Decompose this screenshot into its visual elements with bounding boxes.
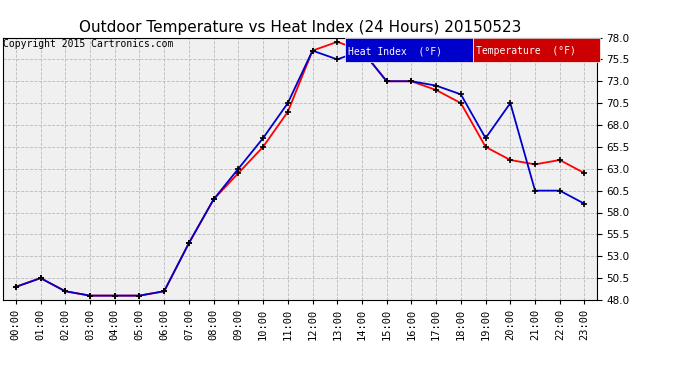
Text: Heat Index  (°F): Heat Index (°F) bbox=[348, 46, 442, 56]
Text: Copyright 2015 Cartronics.com: Copyright 2015 Cartronics.com bbox=[3, 39, 174, 49]
Title: Outdoor Temperature vs Heat Index (24 Hours) 20150523: Outdoor Temperature vs Heat Index (24 Ho… bbox=[79, 20, 522, 35]
Text: Temperature  (°F): Temperature (°F) bbox=[476, 46, 576, 56]
